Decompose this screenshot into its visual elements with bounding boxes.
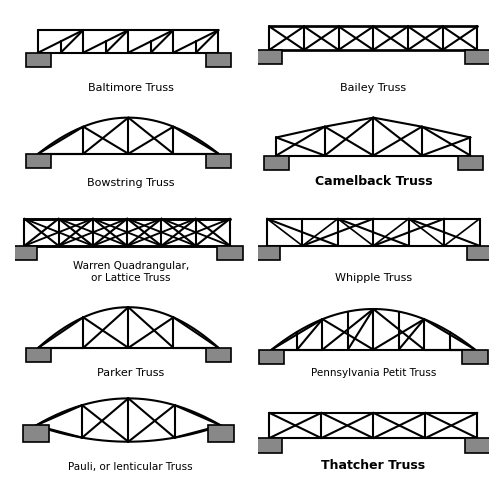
- Bar: [26, 154, 51, 168]
- Bar: [206, 53, 231, 67]
- Bar: [12, 246, 37, 260]
- Text: Bowstring Truss: Bowstring Truss: [87, 178, 174, 188]
- Text: Thatcher Truss: Thatcher Truss: [321, 459, 425, 472]
- Bar: [257, 438, 282, 453]
- Bar: [255, 246, 280, 260]
- Bar: [257, 50, 282, 64]
- Bar: [23, 425, 48, 442]
- Bar: [217, 246, 243, 260]
- Bar: [458, 156, 483, 170]
- Text: Pennsylvania Petit Truss: Pennsylvania Petit Truss: [310, 367, 436, 377]
- Bar: [259, 350, 284, 364]
- Bar: [462, 350, 488, 364]
- Text: Parker Truss: Parker Truss: [97, 367, 164, 377]
- Bar: [206, 348, 231, 362]
- Text: Baltimore Truss: Baltimore Truss: [88, 83, 173, 93]
- Text: Bailey Truss: Bailey Truss: [340, 83, 406, 93]
- Text: Camelback Truss: Camelback Truss: [314, 175, 432, 188]
- Bar: [26, 53, 51, 67]
- Bar: [206, 154, 231, 168]
- Bar: [467, 246, 492, 260]
- Bar: [264, 156, 289, 170]
- Bar: [465, 50, 490, 64]
- Bar: [26, 348, 51, 362]
- Text: Whipple Truss: Whipple Truss: [335, 273, 412, 283]
- Text: Pauli, or lenticular Truss: Pauli, or lenticular Truss: [69, 462, 193, 472]
- Bar: [465, 438, 490, 453]
- Bar: [208, 425, 233, 442]
- Text: Warren Quadrangular,
or Lattice Truss: Warren Quadrangular, or Lattice Truss: [73, 261, 189, 283]
